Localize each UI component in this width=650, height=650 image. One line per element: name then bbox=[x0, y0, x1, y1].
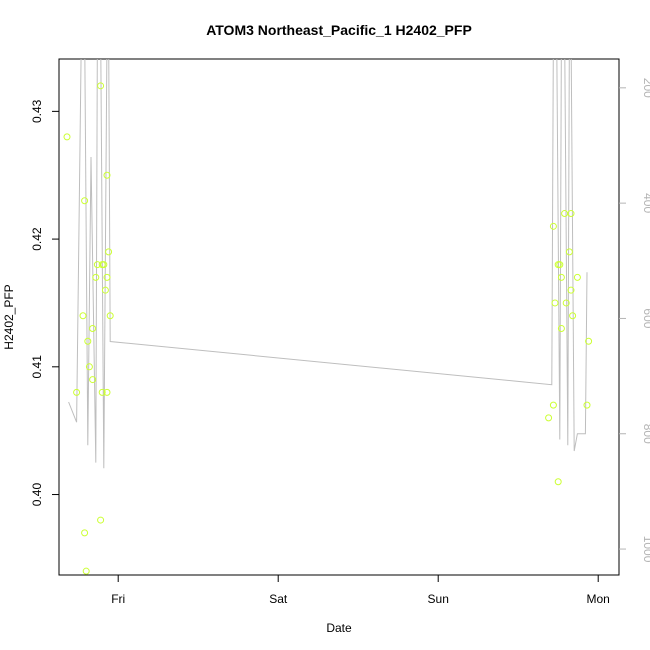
data-point-5 bbox=[82, 567, 90, 575]
y-axis-label: H2402_PFP bbox=[2, 284, 16, 349]
data-point-18 bbox=[103, 388, 111, 396]
data-point-22 bbox=[106, 312, 114, 320]
series-line bbox=[68, 59, 588, 469]
data-point-13 bbox=[97, 516, 105, 524]
y-tick-label-0: 0.40 bbox=[30, 483, 44, 507]
chart-title: ATOM3 Northeast_Pacific_1 H2402_PFP bbox=[206, 22, 472, 38]
y-tick-label-1: 0.41 bbox=[30, 355, 44, 379]
y2-tick-label-3: 800 bbox=[641, 424, 650, 444]
data-point-3 bbox=[81, 529, 89, 537]
y2-tick-label-4: 1000 bbox=[641, 536, 650, 563]
data-point-27 bbox=[554, 478, 562, 486]
data-point-12 bbox=[97, 82, 105, 90]
data-point-40 bbox=[585, 337, 593, 345]
y-tick-label-3: 0.43 bbox=[30, 99, 44, 123]
x-axis-label: Date bbox=[326, 621, 352, 635]
y2-tick-label-1: 400 bbox=[641, 193, 650, 213]
y2-tick-label-2: 600 bbox=[641, 308, 650, 328]
data-point-10 bbox=[92, 273, 100, 281]
data-point-37 bbox=[569, 312, 577, 320]
data-point-36 bbox=[567, 286, 575, 294]
plot-frame bbox=[58, 58, 620, 576]
data-point-21 bbox=[105, 248, 113, 256]
data-point-25 bbox=[549, 222, 557, 230]
data-point-1 bbox=[73, 388, 81, 396]
y2-tick-label-0: 200 bbox=[641, 78, 650, 98]
data-point-8 bbox=[89, 324, 97, 332]
data-point-30 bbox=[557, 324, 565, 332]
data-point-34 bbox=[565, 248, 573, 256]
data-point-29 bbox=[556, 261, 564, 269]
data-point-20 bbox=[103, 171, 111, 179]
data-point-38 bbox=[573, 273, 581, 281]
data-point-9 bbox=[89, 376, 97, 384]
data-point-24 bbox=[549, 401, 557, 409]
y-tick-label-2: 0.42 bbox=[30, 227, 44, 251]
data-point-2 bbox=[79, 312, 87, 320]
x-tick-label-1: Sat bbox=[269, 592, 288, 606]
data-point-6 bbox=[84, 337, 92, 345]
data-point-17 bbox=[101, 286, 109, 294]
data-point-7 bbox=[85, 363, 93, 371]
data-point-35 bbox=[567, 210, 575, 218]
data-point-39 bbox=[583, 401, 591, 409]
x-tick-label-2: Sun bbox=[428, 592, 449, 606]
data-point-4 bbox=[81, 197, 89, 205]
x-tick-label-3: Mon bbox=[587, 592, 610, 606]
data-point-26 bbox=[551, 299, 559, 307]
plot-area: Fri Sat Sun Mon 0.40 0.41 0.42 0.43 200 400 600 800… bbox=[30, 58, 650, 606]
data-point-33 bbox=[562, 299, 570, 307]
data-point-19 bbox=[103, 273, 111, 281]
data-point-14 bbox=[98, 388, 106, 396]
data-point-23 bbox=[545, 414, 553, 422]
data-point-0 bbox=[63, 133, 71, 141]
x-tick-label-0: Fri bbox=[111, 592, 125, 606]
data-point-16 bbox=[100, 261, 108, 269]
data-point-31 bbox=[557, 273, 565, 281]
